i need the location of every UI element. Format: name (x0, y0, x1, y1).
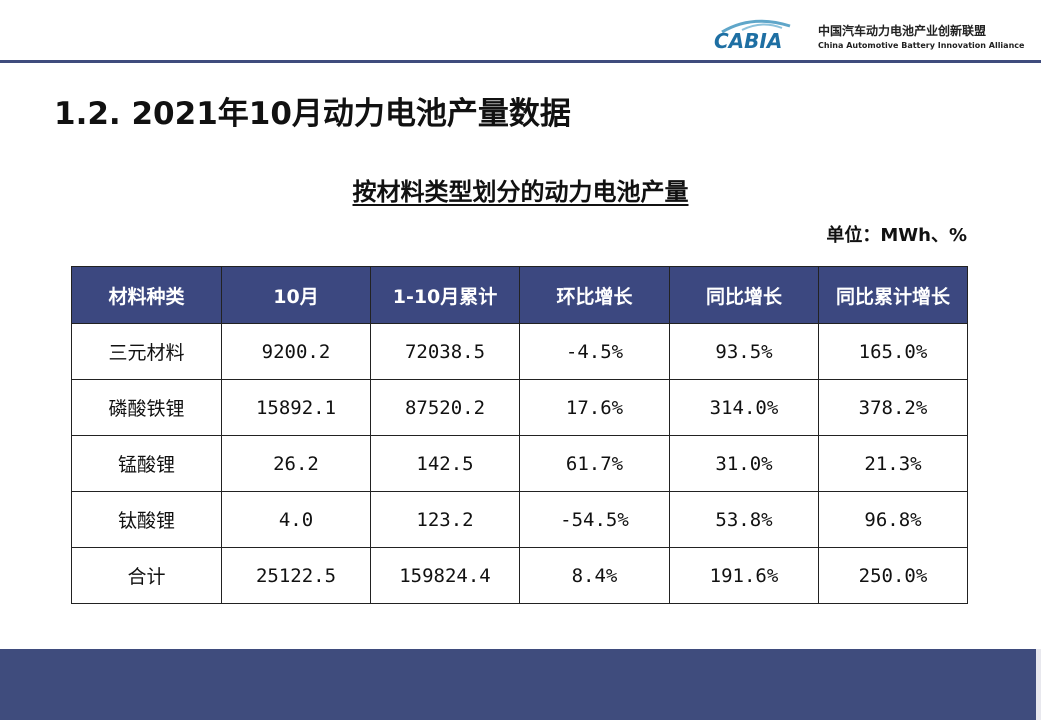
cell-cumulative: 142.5 (370, 435, 520, 492)
cell-october: 25122.5 (221, 547, 371, 604)
cell-cumulative: 72038.5 (370, 323, 520, 380)
logo-chinese-name: 中国汽车动力电池产业创新联盟 (818, 24, 987, 38)
cell-mom-growth: -4.5% (519, 323, 670, 380)
cell-mom-growth: 61.7% (519, 435, 670, 492)
table-row-total: 合计 25122.5 159824.4 8.4% 191.6% 250.0% (71, 547, 968, 604)
cell-october: 15892.1 (221, 379, 371, 436)
header-bar: CABIA 中国汽车动力电池产业创新联盟 China Automotive Ba… (0, 0, 1041, 62)
cell-yoy-cumulative-growth: 21.3% (818, 435, 968, 492)
cell-cumulative: 123.2 (370, 491, 520, 548)
cell-material: 三元材料 (71, 323, 222, 380)
cell-yoy-growth: 53.8% (669, 491, 819, 548)
cell-yoy-cumulative-growth: 378.2% (818, 379, 968, 436)
header-cumulative: 1-10月累计 (370, 266, 520, 324)
logo-mark-text: CABIA (714, 29, 782, 52)
header-yoy-growth: 同比增长 (669, 266, 819, 324)
header-mom-growth: 环比增长 (519, 266, 670, 324)
cell-material: 锰酸锂 (71, 435, 222, 492)
cell-material: 磷酸铁锂 (71, 379, 222, 436)
cell-material: 合计 (71, 547, 222, 604)
footer-bar (0, 649, 1036, 720)
cell-mom-growth: 8.4% (519, 547, 670, 604)
cell-yoy-growth: 314.0% (669, 379, 819, 436)
header-divider (0, 60, 1041, 63)
table-header-row: 材料种类 10月 1-10月累计 环比增长 同比增长 同比累计增长 (71, 266, 968, 324)
cell-october: 4.0 (221, 491, 371, 548)
cell-yoy-growth: 93.5% (669, 323, 819, 380)
cell-yoy-growth: 191.6% (669, 547, 819, 604)
header-october: 10月 (221, 266, 371, 324)
cabia-logo: CABIA 中国汽车动力电池产业创新联盟 China Automotive Ba… (712, 14, 1024, 54)
table-row: 钛酸锂 4.0 123.2 -54.5% 53.8% 96.8% (71, 491, 968, 548)
logo-english-name: China Automotive Battery Innovation Alli… (818, 41, 1025, 50)
cell-yoy-cumulative-growth: 165.0% (818, 323, 968, 380)
cell-yoy-growth: 31.0% (669, 435, 819, 492)
cell-mom-growth: 17.6% (519, 379, 670, 436)
table-title-text: 按材料类型划分的动力电池产量 (352, 178, 689, 206)
header-material: 材料种类 (71, 266, 222, 324)
cell-october: 9200.2 (221, 323, 371, 380)
table-row: 三元材料 9200.2 72038.5 -4.5% 93.5% 165.0% (71, 323, 968, 380)
cell-cumulative: 87520.2 (370, 379, 520, 436)
cell-cumulative: 159824.4 (370, 547, 520, 604)
footer-edge (1036, 649, 1041, 720)
cell-yoy-cumulative-growth: 250.0% (818, 547, 968, 604)
table-title: 按材料类型划分的动力电池产量 (0, 172, 1041, 207)
production-table: 材料种类 10月 1-10月累计 环比增长 同比增长 同比累计增长 三元材料 9… (71, 266, 968, 604)
cell-mom-growth: -54.5% (519, 491, 670, 548)
table-row: 锰酸锂 26.2 142.5 61.7% 31.0% 21.3% (71, 435, 968, 492)
cell-october: 26.2 (221, 435, 371, 492)
header-yoy-cumulative-growth: 同比累计增长 (818, 266, 968, 324)
cabia-logo-icon: CABIA (714, 19, 791, 52)
table-row: 磷酸铁锂 15892.1 87520.2 17.6% 314.0% 378.2% (71, 379, 968, 436)
slide-title: 1.2. 2021年10月动力电池产量数据 (54, 96, 571, 132)
cell-material: 钛酸锂 (71, 491, 222, 548)
unit-label: 单位：MWh、% (826, 225, 967, 246)
cell-yoy-cumulative-growth: 96.8% (818, 491, 968, 548)
